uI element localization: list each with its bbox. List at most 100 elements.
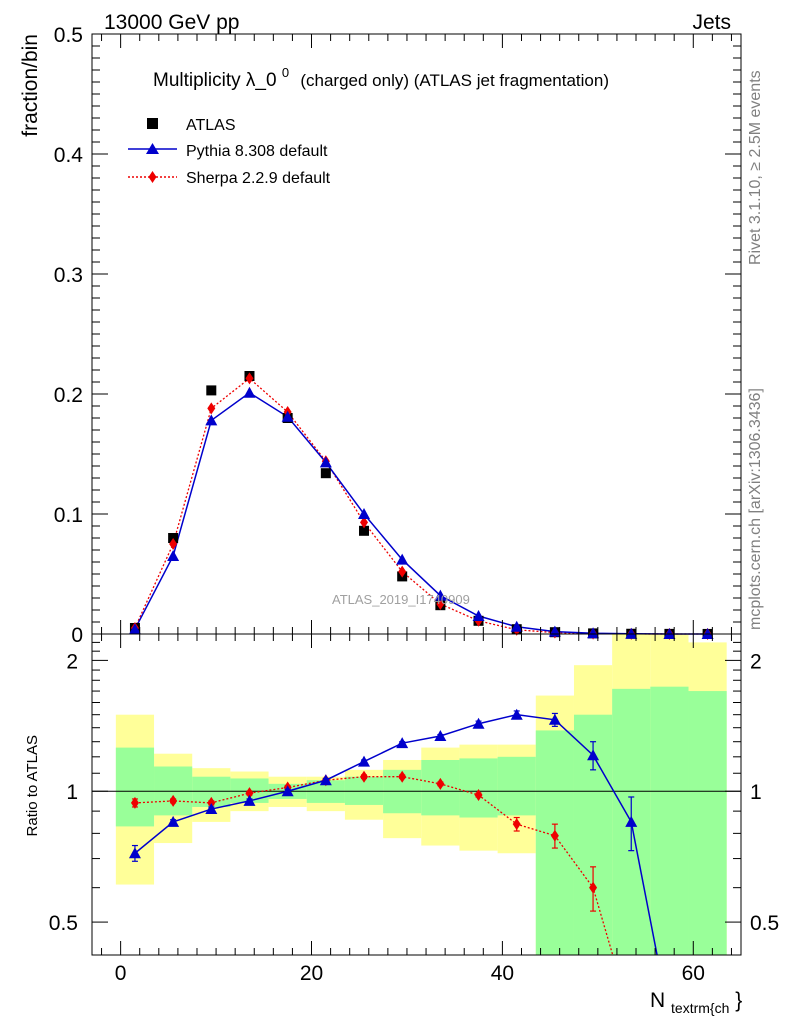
x-tick-label: 40 <box>491 962 514 985</box>
pythia-point <box>701 627 714 639</box>
band-inner <box>650 686 689 955</box>
pythia-point <box>281 410 294 422</box>
sherpa-point <box>398 565 407 578</box>
pythia-point <box>205 414 218 426</box>
pythia-point <box>396 553 409 565</box>
pythia-ratio-point <box>243 794 256 806</box>
main-y-tick-label: 0.2 <box>54 384 83 407</box>
ratio-ylabel: Ratio to ATLAS <box>24 735 41 836</box>
ratio-y-tick-label: 0.5 <box>49 912 78 935</box>
main-y-tick-label: 0.3 <box>54 264 83 287</box>
pythia-ratio-point <box>396 737 409 749</box>
title-superscript: 0 <box>282 65 289 80</box>
title-prefix: Multiplicity λ_0 <box>153 70 277 91</box>
main-y-tick-label: 0 <box>71 624 83 647</box>
xlabel-sub: textrm{ch <box>671 1000 729 1016</box>
band-inner <box>459 758 498 818</box>
pythia-ratio-point <box>587 749 600 761</box>
main-y-tick-label: 0.1 <box>54 504 83 527</box>
sherpa-ratio-line <box>134 776 614 955</box>
rivet-label: Rivet 3.1.10, ≥ 2.5M events <box>747 70 764 265</box>
title-suffix: (charged only) (ATLAS jet fragmentation) <box>300 71 609 90</box>
pythia-point <box>358 508 371 519</box>
x-tick-label: 20 <box>300 962 323 985</box>
main-y-tick-label: 0.4 <box>54 144 84 167</box>
pythia-ratio-point <box>358 755 371 767</box>
xlabel: N textrm{ch } <box>650 989 742 1018</box>
pythia-ratio-point <box>434 729 447 741</box>
axes: 0 20 40 60 0 0.1 0.2 0.3 0.4 0.5 0.5 0.5 1 1 2 2 <box>49 24 779 985</box>
ratio-y-tick-label-right: 2 <box>750 650 762 673</box>
main-ylabel: fraction/bin <box>19 34 42 137</box>
pythia-ratio-group <box>128 708 658 955</box>
sherpa-ratio-point <box>436 777 445 790</box>
mcplots-label: mcplots.cern.ch [arXiv:1306.3436] <box>747 388 764 630</box>
ratio-y-tick-label-right: 0.5 <box>750 912 779 935</box>
atlas-point <box>320 468 331 479</box>
pythia-ratio-point <box>128 847 141 859</box>
pythia-point <box>434 589 447 601</box>
sherpa-ratio-point <box>207 796 216 809</box>
sherpa-ratio-point <box>512 818 521 831</box>
ratio-y-tick-label: 1 <box>66 781 78 804</box>
ratio-uncertainty-bands <box>115 634 727 955</box>
legend-atlas-marker <box>147 118 158 129</box>
sherpa-point <box>436 598 445 610</box>
pythia-ratio-point <box>205 803 218 815</box>
legend-pythia-marker <box>146 143 159 154</box>
pythia-ratio-point <box>472 717 485 729</box>
sherpa-ratio-point <box>169 794 178 807</box>
pythia-point <box>319 456 332 468</box>
pythia-point <box>472 610 485 621</box>
sherpa-ratio-point <box>130 796 139 809</box>
pythia-ratio-point <box>625 815 638 827</box>
band-inner <box>688 691 727 955</box>
sherpa-ratio-point <box>398 770 407 783</box>
band-inner <box>497 756 536 816</box>
pythia-point <box>128 623 141 635</box>
legend-sherpa-marker <box>148 171 157 183</box>
sherpa-ratio-point <box>245 787 254 800</box>
sherpa-point <box>169 538 178 550</box>
analysis-watermark: ATLAS_2019_I1740909 <box>332 592 470 607</box>
ratio-frame <box>91 633 742 956</box>
sherpa-ratio-point <box>360 770 369 783</box>
xlabel-main: N <box>650 989 665 1012</box>
plot-title: Multiplicity λ_0 0 (charged only) (ATLAS… <box>153 61 609 91</box>
sherpa-ratio-point <box>589 881 598 894</box>
ratio-y-tick-label: 2 <box>66 650 78 673</box>
pythia-point <box>625 627 638 639</box>
atlas-point <box>359 525 370 536</box>
legend: ATLAS Pythia 8.308 default Sherpa 2.2.9 … <box>128 117 331 187</box>
legend-pythia-label: Pythia 8.308 default <box>186 143 328 160</box>
pythia-point <box>167 550 180 561</box>
pythia-ratio-point <box>548 713 561 725</box>
sherpa-point <box>360 516 369 529</box>
sherpa-ratio-point <box>550 829 559 842</box>
pythia-point <box>663 627 676 639</box>
x-tick-label: 60 <box>682 962 705 985</box>
pythia-point <box>587 627 600 639</box>
sherpa-point <box>245 372 254 385</box>
header-right: Jets <box>692 11 731 34</box>
ratio-plot-area <box>92 708 741 955</box>
pythia-ratio-point <box>281 785 294 797</box>
pythia-point <box>243 386 256 398</box>
band-inner <box>115 747 155 827</box>
header-left: 13000 GeV pp <box>104 11 239 34</box>
main-y-tick-label: 0.5 <box>54 24 83 47</box>
xlabel-tail: } <box>735 989 742 1012</box>
sherpa-point <box>207 402 216 415</box>
atlas-point <box>206 385 217 396</box>
legend-sherpa-label: Sherpa 2.2.9 default <box>186 170 331 187</box>
pythia-ratio-point <box>319 774 332 786</box>
x-tick-label: 0 <box>115 962 127 985</box>
pythia-ratio-point <box>510 708 523 720</box>
ratio-y-tick-label-right: 1 <box>750 781 762 804</box>
pythia-ratio-point <box>167 815 180 827</box>
sherpa-line <box>134 377 708 635</box>
pythia-point <box>510 620 523 632</box>
sherpa-ratio-point <box>474 789 483 802</box>
legend-atlas-label: ATLAS <box>186 117 236 134</box>
